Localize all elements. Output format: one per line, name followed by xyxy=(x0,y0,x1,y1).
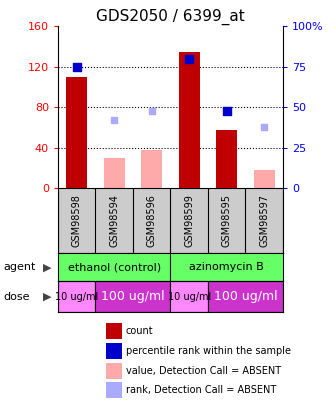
Bar xyxy=(170,281,208,312)
Bar xyxy=(106,362,122,379)
Text: 100 ug/ml: 100 ug/ml xyxy=(214,290,277,303)
Text: GSM98597: GSM98597 xyxy=(259,194,269,247)
Point xyxy=(112,117,117,124)
Bar xyxy=(216,130,237,188)
Text: percentile rank within the sample: percentile rank within the sample xyxy=(126,346,291,356)
Text: GSM98599: GSM98599 xyxy=(184,194,194,247)
Bar xyxy=(106,382,122,398)
Text: 10 ug/ml: 10 ug/ml xyxy=(55,292,98,302)
Text: value, Detection Call = ABSENT: value, Detection Call = ABSENT xyxy=(126,366,281,376)
Point xyxy=(261,124,267,130)
Point xyxy=(224,107,229,114)
Bar xyxy=(106,324,122,339)
Bar xyxy=(66,77,87,188)
Title: GDS2050 / 6399_at: GDS2050 / 6399_at xyxy=(96,9,245,25)
Bar xyxy=(254,170,274,188)
Text: 10 ug/ml: 10 ug/ml xyxy=(167,292,211,302)
Text: count: count xyxy=(126,326,153,337)
Text: GSM98596: GSM98596 xyxy=(147,194,157,247)
Text: rank, Detection Call = ABSENT: rank, Detection Call = ABSENT xyxy=(126,385,276,395)
Text: GSM98598: GSM98598 xyxy=(72,194,82,247)
Bar xyxy=(95,281,170,312)
Text: agent: agent xyxy=(3,262,36,272)
Text: ▶: ▶ xyxy=(43,262,52,272)
Bar xyxy=(104,158,124,188)
Point xyxy=(187,55,192,62)
Bar xyxy=(58,281,95,312)
Bar xyxy=(141,150,162,188)
Point xyxy=(74,64,79,70)
Text: GSM98595: GSM98595 xyxy=(222,194,232,247)
Text: 100 ug/ml: 100 ug/ml xyxy=(101,290,165,303)
Text: azinomycin B: azinomycin B xyxy=(189,262,264,272)
Text: ethanol (control): ethanol (control) xyxy=(68,262,161,272)
Text: GSM98594: GSM98594 xyxy=(109,194,119,247)
Bar xyxy=(208,281,283,312)
Bar xyxy=(179,51,200,188)
Text: ▶: ▶ xyxy=(43,292,52,302)
Text: dose: dose xyxy=(3,292,30,302)
Bar xyxy=(106,343,122,359)
Point xyxy=(149,107,154,114)
